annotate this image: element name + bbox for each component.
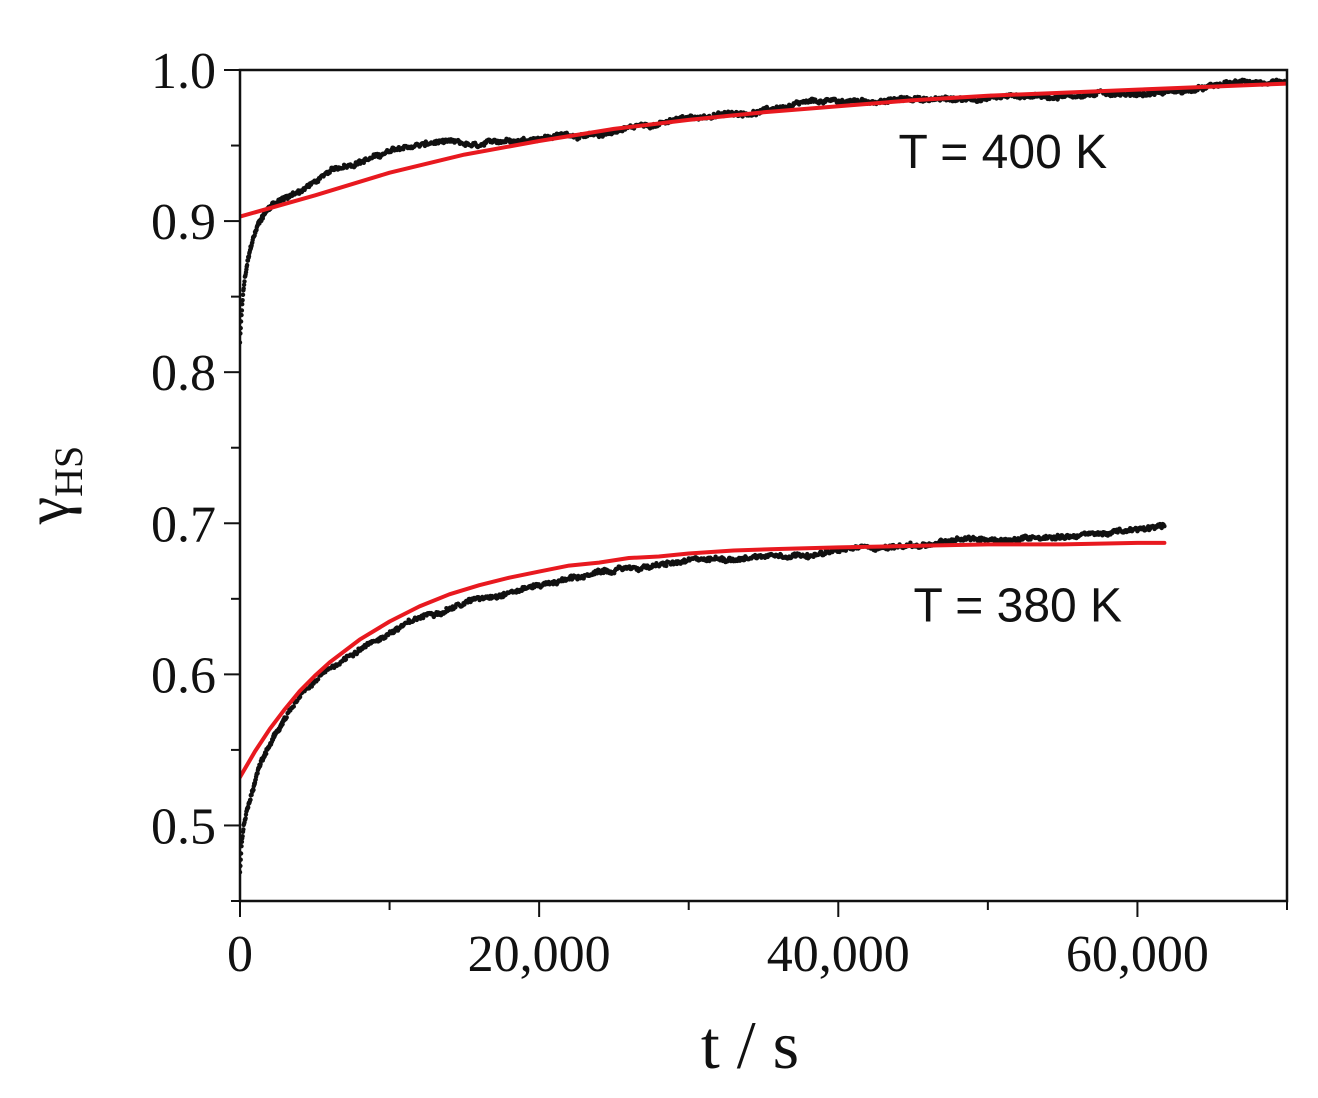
y-axis-title: γHS (14, 446, 91, 526)
data-point (246, 805, 251, 810)
x-tick-label: 40,000 (767, 926, 910, 983)
axes (224, 68, 1289, 917)
data-point (284, 715, 289, 720)
x-axis-title: t / s (701, 1007, 799, 1083)
data-point (264, 751, 269, 756)
data-point (240, 298, 245, 303)
data-point (255, 771, 260, 776)
x-tick-label: 20,000 (468, 926, 611, 983)
y-tick-label: 0.8 (151, 345, 216, 402)
temperature-annotation: T = 380 K (913, 579, 1122, 632)
data-point (244, 262, 250, 268)
data-point (361, 160, 366, 165)
annotations: T = 400 K T = 380 K (899, 126, 1123, 632)
data-point (297, 694, 303, 700)
plot-area (240, 77, 1287, 875)
y-tick-label: 0.7 (151, 496, 216, 553)
tick-labels: 0 20,000 40,000 60,000 0.5 0.6 0.7 0.8 0.9 1.0 (151, 43, 1209, 983)
data-point (243, 816, 248, 821)
data-point (241, 827, 246, 832)
data-point (315, 677, 321, 682)
temperature-annotation: T = 400 K (899, 126, 1108, 179)
x-tick-label: 60,000 (1066, 926, 1209, 983)
data-point (1162, 524, 1167, 529)
data-point (242, 279, 247, 284)
plot-frame (238, 68, 1289, 903)
y-tick-label: 0.9 (151, 194, 216, 251)
y-tick-label: 1.0 (151, 43, 216, 100)
y-axis-title-symbol: γ (14, 497, 82, 525)
y-axis-title-subscript: HS (46, 446, 91, 497)
data-point (908, 540, 913, 545)
data-point (248, 797, 253, 802)
data-point (240, 834, 245, 839)
fit-line (240, 540, 1167, 780)
data-point (251, 787, 256, 793)
data-point (240, 292, 246, 297)
data-point (343, 657, 349, 662)
fit-line (240, 81, 1287, 219)
data-point (1093, 93, 1099, 98)
y-tick-label: 0.6 (151, 647, 216, 704)
x-tick-label: 0 (227, 926, 253, 983)
data-point (664, 563, 669, 569)
data-point (291, 704, 296, 709)
data-point (241, 282, 247, 287)
y-tick-label: 0.5 (151, 798, 216, 855)
data-point (241, 286, 246, 291)
